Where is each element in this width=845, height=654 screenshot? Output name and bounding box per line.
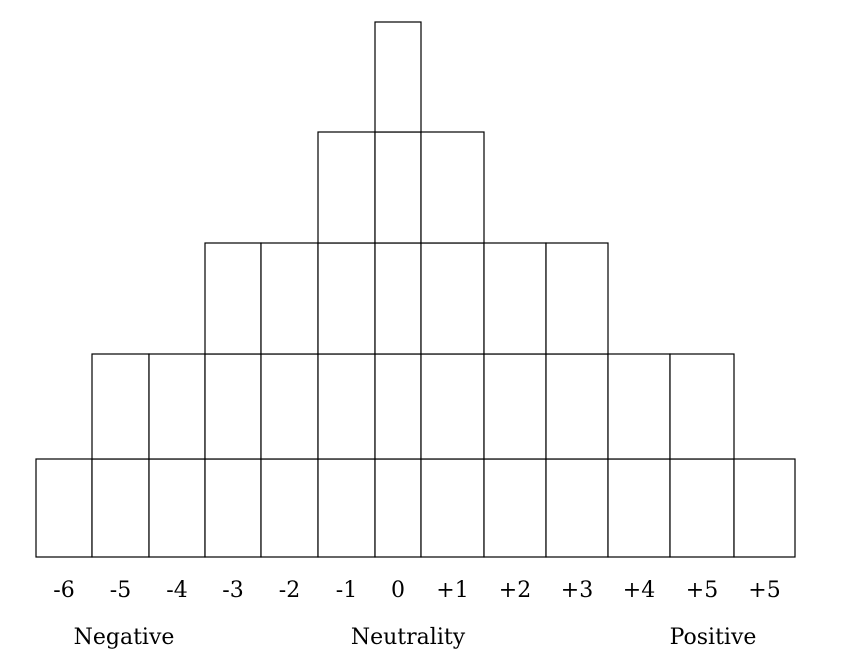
grid-cell — [483, 458, 547, 558]
grid-cell — [545, 242, 609, 355]
grid-cell — [545, 458, 609, 558]
column-label: -2 — [278, 578, 301, 603]
grid-cell — [607, 353, 671, 460]
caption-neutrality: Neutrality — [350, 625, 466, 650]
grid-cell — [374, 131, 422, 244]
grid-cell — [91, 353, 150, 460]
column-label: -3 — [222, 578, 244, 603]
grid-cell — [148, 353, 206, 460]
grid-cell — [204, 242, 262, 355]
column-label: +3 — [560, 578, 594, 603]
grid-cell — [148, 458, 206, 558]
column-label: -1 — [335, 578, 358, 603]
column-label: +2 — [498, 578, 532, 603]
grid-cell — [260, 458, 319, 558]
grid-cell — [317, 242, 376, 355]
column-label: +1 — [436, 578, 469, 603]
column-label: -5 — [109, 578, 132, 603]
grid-cell — [35, 458, 93, 558]
grid-cell — [483, 353, 547, 460]
column-label: +5 — [685, 578, 719, 603]
grid-cell — [374, 353, 422, 460]
grid-cell — [420, 242, 485, 355]
column-label: -6 — [53, 578, 75, 603]
grid-cell — [374, 242, 422, 355]
grid-cell — [91, 458, 150, 558]
grid-cell — [317, 131, 376, 244]
grid-cell — [607, 458, 671, 558]
grid-cell — [669, 458, 735, 558]
column-label: +5 — [748, 578, 781, 603]
column-label: 0 — [391, 578, 405, 603]
grid-cell — [317, 458, 376, 558]
grid-cell — [545, 353, 609, 460]
grid-cell — [204, 458, 262, 558]
grid-cell — [204, 353, 262, 460]
grid-cell — [420, 458, 485, 558]
grid-cell — [733, 458, 796, 558]
grid-cell — [260, 242, 319, 355]
grid-cell — [317, 353, 376, 460]
column-label: +4 — [622, 578, 656, 603]
distribution-grid — [35, 21, 796, 558]
grid-cell — [420, 353, 485, 460]
grid-cell — [669, 353, 735, 460]
column-label: -4 — [166, 578, 188, 603]
grid-cell — [420, 131, 485, 244]
grid-cell — [374, 458, 422, 558]
caption-negative: Negative — [73, 625, 175, 650]
grid-cell — [483, 242, 547, 355]
grid-cell — [374, 21, 422, 133]
caption-positive: Positive — [669, 625, 757, 650]
grid-cell — [260, 353, 319, 460]
